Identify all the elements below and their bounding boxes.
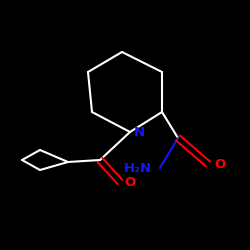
Text: O: O bbox=[214, 158, 225, 170]
Text: O: O bbox=[124, 176, 135, 188]
Text: H₂N: H₂N bbox=[124, 162, 152, 174]
Text: N: N bbox=[134, 126, 145, 138]
